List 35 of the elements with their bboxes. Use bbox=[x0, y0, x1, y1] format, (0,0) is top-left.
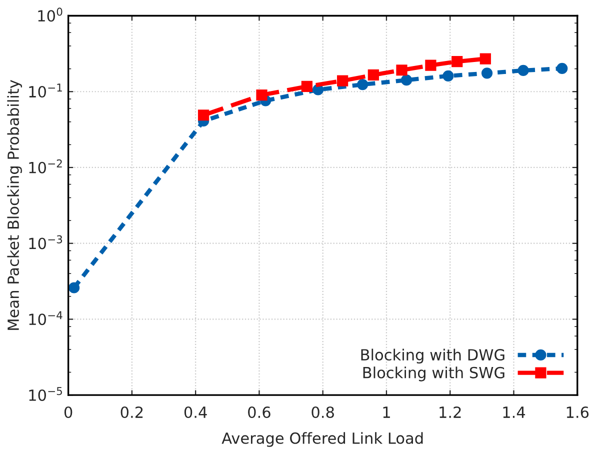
point bbox=[481, 68, 493, 79]
x-tick-label: 0.4 bbox=[184, 406, 207, 418]
x-tick-label: 0.6 bbox=[248, 406, 270, 418]
legend-label: Blocking with SWG bbox=[363, 366, 504, 382]
x-tick-label: 0.2 bbox=[120, 406, 143, 418]
point bbox=[198, 110, 210, 121]
y-tick-label: 10$^{−5}$ bbox=[29, 387, 62, 402]
point bbox=[368, 69, 379, 80]
x-tick-label: 1.4 bbox=[503, 406, 526, 418]
x-tick-label: 1.6 bbox=[566, 406, 589, 418]
point bbox=[256, 90, 268, 101]
y-tick-label: 10$^{−2}$ bbox=[29, 159, 62, 174]
y-tick-label: 10$^{0}$ bbox=[38, 8, 62, 22]
y-axis-title: Mean Packet Blocking Probability bbox=[7, 80, 22, 330]
y-tick-label: 10$^{−3}$ bbox=[29, 235, 62, 250]
point bbox=[452, 56, 463, 68]
point bbox=[400, 74, 412, 86]
y-tick-label: 10$^{−4}$ bbox=[29, 311, 62, 326]
point bbox=[480, 53, 491, 64]
x-tick-label: 1 bbox=[383, 406, 390, 418]
point bbox=[556, 62, 568, 74]
legend-label: Blocking with DWG bbox=[361, 348, 504, 364]
y-tick-label: 10$^{−1}$ bbox=[29, 84, 62, 98]
point bbox=[425, 60, 436, 71]
point bbox=[68, 282, 80, 294]
point bbox=[442, 70, 454, 82]
point bbox=[337, 75, 348, 86]
point bbox=[396, 64, 408, 76]
x-tick-label: 0 bbox=[64, 406, 72, 418]
x-axis-title: Average Offered Link Load bbox=[222, 432, 423, 447]
point bbox=[301, 80, 312, 92]
point bbox=[518, 64, 529, 76]
x-tick-label: 0.8 bbox=[312, 406, 334, 418]
point bbox=[357, 78, 368, 90]
x-tick-label: 1.2 bbox=[440, 406, 461, 418]
